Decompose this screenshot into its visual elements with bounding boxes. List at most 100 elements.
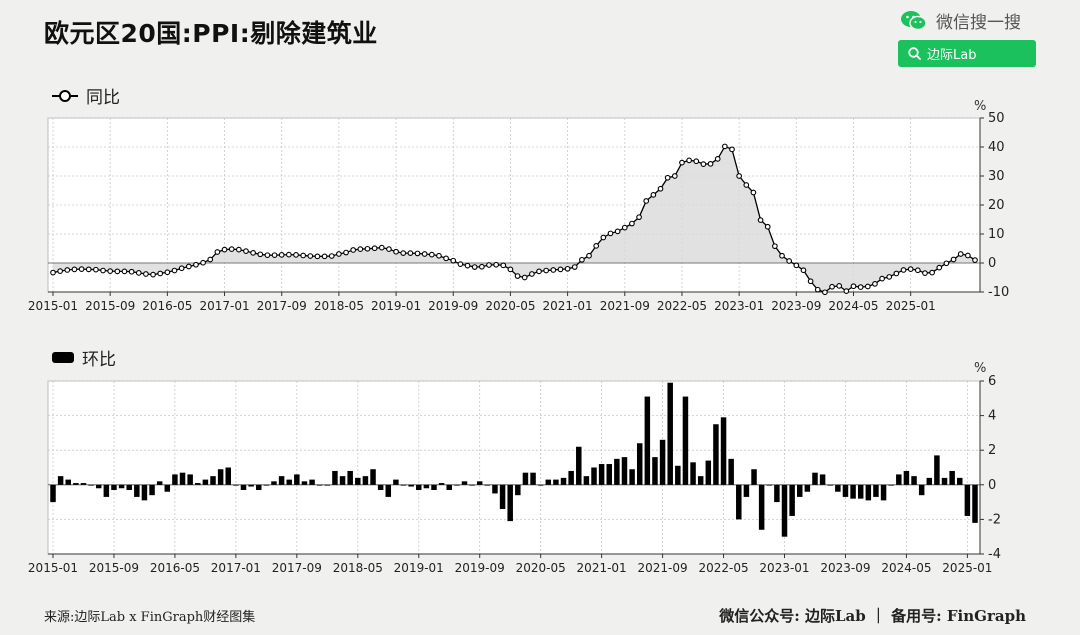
yoy-point — [114, 268, 121, 275]
mom-bar — [332, 470, 338, 485]
yoy-point — [972, 257, 978, 263]
yoy-point — [579, 256, 585, 263]
x-tick-label: 2024-05 — [828, 299, 878, 313]
mom-bar — [560, 477, 567, 485]
x-tick-label: 2015-09 — [89, 561, 139, 575]
y-tick-label: -4 — [988, 547, 1001, 562]
mom-bar — [652, 457, 658, 485]
yoy-point — [693, 158, 700, 165]
yoy-point — [607, 230, 614, 237]
mom-bar — [263, 484, 270, 486]
x-tick-label: 2017-01 — [211, 561, 261, 575]
mom-bar — [355, 477, 361, 485]
yoy-line — [52, 145, 976, 294]
mom-bar — [583, 476, 590, 485]
mom-bar — [949, 470, 955, 485]
mom-bar — [880, 484, 887, 501]
mom-bar — [156, 481, 163, 485]
mom-bar — [865, 484, 872, 501]
mom-bar — [225, 467, 231, 485]
mom-bar — [240, 484, 247, 490]
legend-yoy-label: 同比 — [86, 88, 120, 108]
y-tick-label: 50 — [988, 111, 1005, 126]
wechat-label: 微信搜一搜 — [936, 13, 1021, 33]
mom-bar — [454, 484, 460, 486]
yoy-point — [529, 271, 535, 277]
yoy-point — [900, 267, 907, 273]
mom-bar — [781, 484, 788, 537]
mom-bar — [812, 472, 818, 485]
mom-bar — [210, 476, 216, 485]
mom-bar — [309, 479, 315, 485]
yoy-point — [879, 275, 885, 282]
yoy-point — [564, 265, 571, 272]
search-icon — [908, 47, 921, 60]
yoy-point — [593, 243, 600, 249]
yoy-point — [178, 265, 185, 272]
search-button[interactable]: 边际Lab — [898, 40, 1036, 67]
yoy-point — [557, 266, 564, 273]
yoy-point — [507, 266, 514, 273]
x-tick-label: 2021-01 — [543, 299, 593, 313]
mom-bar — [476, 481, 483, 485]
mom-bar — [766, 484, 773, 486]
yoy-point — [864, 283, 871, 290]
yoy-point — [328, 253, 335, 259]
yoy-point — [293, 252, 299, 258]
search-label: 边际Lab — [927, 48, 977, 63]
mom-bar — [713, 424, 719, 485]
yoy-point — [414, 250, 421, 257]
yoy-point — [428, 251, 435, 258]
yoy-point — [700, 161, 707, 167]
mom-bar — [255, 484, 262, 490]
yoy-point — [679, 159, 685, 166]
yoy-point — [471, 264, 478, 270]
yoy-point — [914, 267, 921, 274]
yoy-point — [950, 256, 957, 263]
mom-bar — [324, 484, 331, 486]
yoy-point — [71, 266, 78, 273]
mom-bar — [644, 396, 651, 485]
yoy-point — [707, 160, 714, 167]
yoy-point — [78, 266, 85, 272]
yoy-chart: 50 40 30 20 10 0 -10% 2015-01 2015-09 2016-05 2017… — [28, 99, 1009, 313]
yoy-point — [493, 261, 499, 268]
yoy-point — [793, 262, 800, 269]
mom-bar — [819, 474, 826, 485]
mom-bar — [301, 481, 308, 485]
yoy-point — [307, 253, 314, 259]
yoy-point — [93, 266, 99, 273]
mom-bar — [80, 483, 87, 485]
x-tick-label: 2022-05 — [698, 561, 748, 575]
mom-bar — [629, 469, 635, 485]
yoy-point — [957, 251, 964, 257]
legend-bar-swatch-icon — [52, 352, 74, 363]
mom-bar — [469, 484, 475, 486]
mom-bar — [507, 484, 513, 522]
yoy-point — [836, 283, 843, 289]
yoy-point — [757, 217, 764, 223]
mom-bar — [484, 484, 491, 486]
yoy-point — [614, 228, 621, 235]
mom-bar — [530, 472, 536, 485]
yoy-point — [143, 271, 149, 277]
mom-bar — [499, 484, 506, 510]
yoy-point — [278, 252, 285, 258]
yoy-point — [800, 267, 807, 274]
yoy-point — [750, 189, 757, 196]
mom-bar — [873, 484, 879, 497]
yoy-point — [964, 252, 971, 259]
mom-bar — [423, 484, 430, 489]
yoy-point — [550, 267, 557, 273]
x-tick-label: 2021-09 — [638, 561, 688, 575]
mom-bar — [57, 476, 64, 485]
yoy-point — [221, 246, 228, 253]
mom-bar — [111, 484, 117, 490]
yoy-point — [357, 246, 364, 252]
mom-bar — [400, 484, 407, 486]
mom-bar — [591, 467, 597, 485]
mom-bar — [393, 479, 399, 485]
yoy-point — [457, 261, 464, 268]
mom-bar — [286, 479, 292, 485]
x-tick-label: 2020-05 — [516, 561, 566, 575]
